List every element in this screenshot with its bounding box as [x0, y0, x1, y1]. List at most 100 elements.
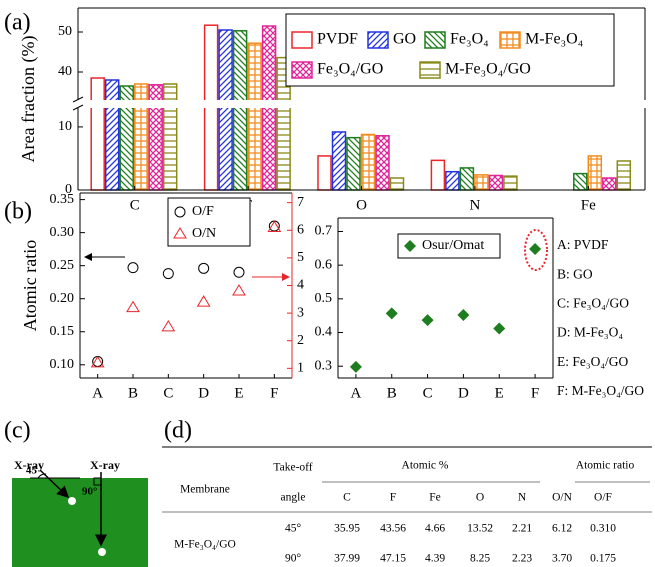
point: [457, 309, 470, 322]
bar: [375, 135, 390, 191]
bar: [616, 160, 632, 191]
point: [493, 322, 506, 335]
key-label: B: GO: [557, 266, 593, 281]
table-header: Membrane: [180, 484, 230, 496]
x-tick-label: F: [270, 385, 278, 401]
y2-tick-label: 3: [297, 305, 304, 320]
point: [92, 355, 104, 367]
point: [162, 268, 174, 280]
y-tick-label: 0.10: [50, 357, 75, 372]
y-tick-label: 10: [58, 119, 72, 134]
x-tick-label: C: [163, 385, 173, 401]
y2-tick-label: 7: [297, 195, 304, 210]
key-label: F: M-Fe₃O₄/GO: [557, 383, 644, 398]
legend-swatch: [419, 61, 441, 79]
bar: [133, 83, 149, 191]
x-tick-label: A: [350, 385, 361, 401]
bar: [389, 177, 405, 191]
x-tick-label: E: [495, 385, 504, 401]
y-tick-label: 0.3: [315, 358, 333, 373]
bar: [346, 136, 361, 191]
bar: [104, 79, 120, 191]
break-mark: [72, 104, 84, 111]
y-tick-label: 0.35: [50, 192, 75, 207]
legend-swatch: [499, 31, 521, 49]
y-tick-label: 0.20: [50, 291, 75, 306]
legend-swatch: [367, 31, 389, 49]
point: [232, 284, 246, 296]
point: [161, 319, 176, 332]
bar: [474, 174, 489, 191]
y2-tick-label: 1: [297, 361, 304, 376]
diagram-label: 45: [26, 465, 38, 477]
table-cell: 47.15: [380, 553, 406, 565]
key-label: A: PVDF: [557, 237, 609, 252]
diagram-label: X-ray: [90, 458, 120, 472]
table-cell: M-Fe₃O₄/GO: [174, 539, 236, 551]
legend-label: Fe₃O₄: [450, 31, 489, 48]
table-cell: 2.21: [512, 523, 532, 535]
y-tick-label: 0.5: [315, 291, 333, 306]
x-tick-label: A: [92, 385, 103, 401]
y-axis-label: Area fraction (%): [18, 36, 39, 163]
table-cell: 35.95: [334, 523, 360, 535]
bar: [602, 177, 617, 191]
x-tick-label: C: [130, 197, 140, 213]
legend-swatch: [424, 31, 446, 49]
table-cell: 37.99: [334, 553, 360, 565]
y-tick-label: 0.25: [50, 258, 75, 273]
panel-label: (a): [4, 10, 31, 36]
x-tick-label: Fe: [581, 197, 596, 213]
axis-break: [70, 100, 653, 108]
x-tick-label: E: [234, 385, 243, 401]
table-header: Atomic ratio: [576, 460, 635, 472]
y-tick-label: 50: [58, 24, 72, 39]
legend-swatch: [291, 31, 313, 49]
table-cell: 45°: [285, 523, 302, 535]
table-cell: 0.175: [590, 553, 616, 565]
x-tick-label: B: [387, 385, 397, 401]
bar: [445, 170, 460, 191]
bar: [459, 167, 475, 191]
bar: [488, 174, 504, 191]
membrane-block: [12, 478, 148, 567]
table-header: F: [390, 492, 396, 504]
y-tick-label: 0.4: [315, 325, 333, 340]
y2-tick-label: 6: [297, 222, 304, 237]
spot: [98, 548, 106, 556]
table-cell: 4.66: [425, 523, 445, 535]
panel-label: (c): [4, 418, 31, 444]
point: [127, 262, 139, 274]
bar: [247, 42, 262, 191]
x-tick-label: D: [458, 385, 469, 401]
legend-marker: [173, 227, 187, 239]
table-cell: 0.310: [590, 523, 616, 535]
table-cell: 43.56: [380, 523, 406, 535]
table-header: O/F: [594, 492, 612, 504]
x-tick-label: D: [198, 385, 209, 401]
point: [90, 355, 105, 368]
bar: [218, 29, 233, 191]
point: [349, 360, 362, 373]
key-label: C: Fe₃O₄/GO: [557, 295, 629, 310]
point: [385, 307, 398, 320]
break-mark: [72, 96, 84, 103]
key-label: D: M-Fe₃O₄: [557, 325, 623, 340]
legend-label: Fe₃O₄/GO: [317, 61, 383, 78]
bar: [503, 175, 518, 191]
y-axis-label: Atomic ratio: [20, 240, 40, 331]
legend-label: O/F: [192, 204, 214, 219]
y2-tick-label: 2: [297, 333, 304, 348]
table-header: N: [518, 492, 527, 504]
bar: [331, 131, 347, 191]
legend-label: M-Fe₃O₄/GO: [445, 61, 531, 78]
table-cell: 90°: [285, 553, 302, 565]
point: [421, 314, 434, 327]
key-label: E: Fe₃O₄/GO: [557, 354, 629, 369]
table-cell: 8.25: [470, 553, 490, 565]
diagram-label: X-ray: [14, 458, 44, 472]
y-tick-label: 0.6: [315, 257, 333, 272]
table-header: O: [476, 492, 484, 504]
legend-label: Osur/Omat: [422, 238, 484, 253]
